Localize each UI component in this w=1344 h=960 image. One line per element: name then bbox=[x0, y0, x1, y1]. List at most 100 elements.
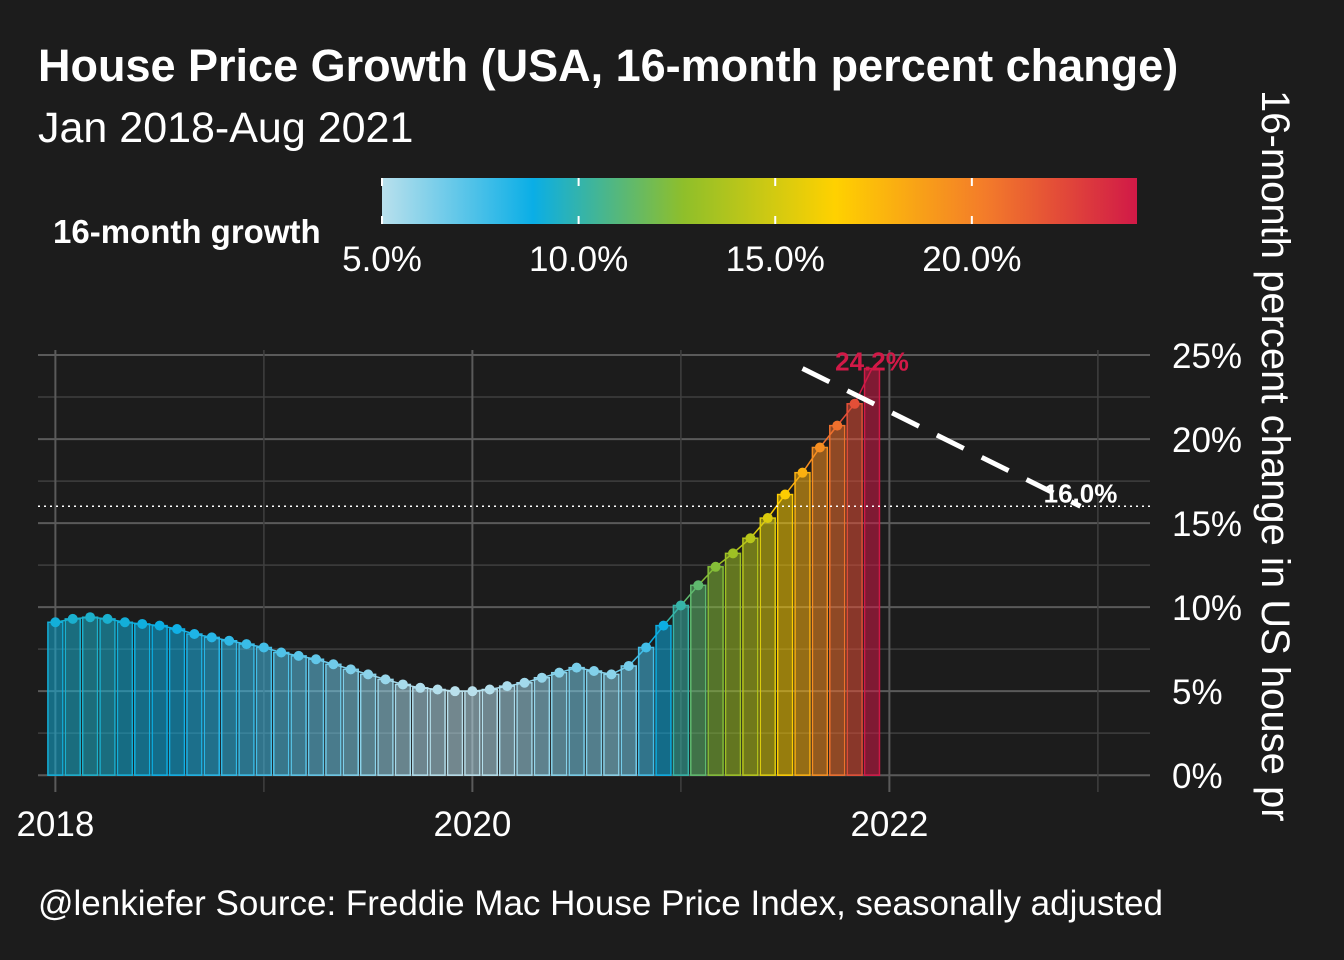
data-point bbox=[762, 513, 773, 524]
bar bbox=[690, 584, 707, 776]
bar bbox=[203, 636, 220, 776]
data-point bbox=[415, 682, 426, 693]
y-tick-label: 0% bbox=[1172, 757, 1223, 796]
data-point bbox=[797, 467, 808, 478]
data-point bbox=[241, 639, 252, 650]
data-point bbox=[363, 669, 374, 680]
bar bbox=[186, 633, 203, 776]
bar bbox=[290, 655, 307, 776]
bar bbox=[829, 424, 846, 776]
bar bbox=[273, 651, 290, 776]
data-point bbox=[345, 664, 356, 675]
axes: 0% 5% 10% 15% 20% 25% 2018 2020 2022 bbox=[16, 337, 1242, 844]
y-tick-label: 15% bbox=[1172, 505, 1242, 544]
bar bbox=[637, 646, 655, 776]
legend-colorbar bbox=[382, 178, 1137, 224]
bar bbox=[585, 670, 603, 776]
data-point bbox=[780, 489, 791, 500]
bar bbox=[742, 537, 759, 776]
bar bbox=[846, 403, 863, 776]
bar bbox=[359, 673, 377, 776]
bar bbox=[116, 621, 134, 776]
data-point bbox=[710, 561, 721, 572]
bar bbox=[255, 646, 273, 776]
data-point bbox=[606, 669, 617, 680]
data-point bbox=[728, 548, 738, 559]
bar bbox=[863, 367, 881, 776]
x-tick-label: 2018 bbox=[16, 805, 94, 844]
bar bbox=[603, 673, 620, 776]
bar bbox=[134, 623, 151, 776]
data-point bbox=[224, 635, 235, 646]
data-point bbox=[641, 642, 652, 653]
bar bbox=[516, 682, 533, 776]
data-point bbox=[832, 420, 843, 431]
data-point bbox=[693, 580, 704, 591]
legend-tick-label: 5.0% bbox=[342, 240, 422, 279]
data-point bbox=[85, 612, 96, 623]
data-point bbox=[137, 618, 148, 629]
bar bbox=[446, 690, 464, 776]
peak-value-label: 24.2% bbox=[835, 346, 909, 376]
series-line bbox=[50, 368, 873, 697]
legend-tick-label: 20.0% bbox=[922, 240, 1021, 279]
bar bbox=[238, 643, 255, 776]
bar bbox=[481, 688, 498, 776]
data-point bbox=[849, 398, 860, 409]
bar bbox=[707, 566, 724, 776]
legend-tick-label: 15.0% bbox=[726, 240, 825, 279]
y-tick-label: 20% bbox=[1172, 421, 1242, 460]
data-point bbox=[814, 442, 825, 453]
target-value-label: 16.0% bbox=[1044, 478, 1118, 508]
data-point bbox=[623, 660, 634, 671]
bar bbox=[377, 678, 394, 776]
y-tick-label: 10% bbox=[1172, 589, 1242, 628]
data-point bbox=[519, 677, 530, 688]
data-point bbox=[432, 684, 443, 695]
bar bbox=[464, 690, 481, 776]
data-point bbox=[293, 650, 304, 661]
bar bbox=[168, 628, 186, 776]
data-point bbox=[189, 629, 200, 640]
annotations: 24.2% 16.0% bbox=[38, 346, 1150, 509]
data-point bbox=[397, 679, 408, 690]
data-point bbox=[258, 642, 269, 653]
data-point bbox=[119, 617, 130, 628]
bar bbox=[551, 671, 568, 776]
bar bbox=[81, 616, 99, 776]
y-tick-label: 25% bbox=[1172, 337, 1242, 376]
data-point bbox=[745, 533, 756, 544]
data-point bbox=[328, 659, 339, 670]
bar bbox=[307, 658, 325, 776]
bar bbox=[776, 493, 794, 776]
bar bbox=[759, 517, 776, 776]
data-point bbox=[536, 672, 547, 683]
bars bbox=[47, 367, 881, 776]
data-point bbox=[502, 681, 513, 692]
bar bbox=[811, 446, 829, 776]
data-point bbox=[484, 684, 495, 695]
bar bbox=[342, 668, 359, 776]
data-point bbox=[675, 600, 686, 611]
bar bbox=[47, 621, 64, 776]
bar bbox=[64, 618, 81, 776]
chart-caption: @lenkiefer Source: Freddie Mac House Pri… bbox=[38, 884, 1163, 923]
bar bbox=[655, 624, 672, 776]
x-tick-label: 2020 bbox=[433, 805, 511, 844]
x-tick-label: 2022 bbox=[850, 805, 928, 844]
data-point bbox=[154, 620, 165, 631]
bar bbox=[672, 604, 690, 776]
legend-title: 16-month growth bbox=[53, 213, 321, 250]
bar bbox=[412, 687, 429, 776]
data-point bbox=[467, 686, 478, 697]
bar bbox=[620, 665, 637, 776]
legend: 16-month growth 5.0% 10.0% 15.0% 20.0% bbox=[53, 178, 1137, 279]
data-point bbox=[102, 613, 113, 624]
chart-subtitle: Jan 2018-Aug 2021 bbox=[38, 104, 414, 152]
data-point bbox=[571, 662, 582, 673]
bar bbox=[151, 624, 168, 776]
data-point bbox=[380, 674, 391, 685]
line-segment bbox=[801, 447, 821, 474]
bar bbox=[429, 688, 446, 776]
